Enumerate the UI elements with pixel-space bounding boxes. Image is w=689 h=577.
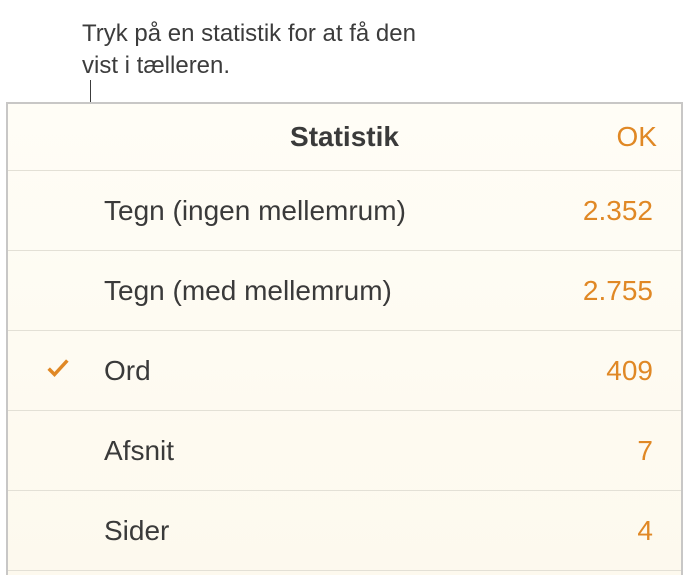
- stat-row-words[interactable]: Ord 409: [8, 331, 681, 411]
- panel-title: Statistik: [290, 121, 399, 153]
- stat-value: 4: [637, 515, 653, 547]
- stats-list: Tegn (ingen mellemrum) 2.352 Tegn (med m…: [8, 170, 681, 571]
- stat-label: Ord: [104, 355, 151, 387]
- stat-label: Tegn (med mellemrum): [104, 275, 392, 307]
- stat-value: 409: [606, 355, 653, 387]
- stat-value: 7: [637, 435, 653, 467]
- stat-label: Sider: [104, 515, 169, 547]
- stat-label: Tegn (ingen mellemrum): [104, 195, 406, 227]
- stat-row-pages[interactable]: Sider 4: [8, 491, 681, 571]
- ok-button[interactable]: OK: [617, 121, 657, 153]
- stat-value: 2.352: [583, 195, 653, 227]
- stat-label: Afsnit: [104, 435, 174, 467]
- panel-header: Statistik OK: [8, 104, 681, 170]
- stat-row-paragraphs[interactable]: Afsnit 7: [8, 411, 681, 491]
- statistics-panel: Statistik OK Tegn (ingen mellemrum) 2.35…: [6, 102, 683, 575]
- callout-text: Tryk på en statistik for at få den vist …: [82, 18, 422, 83]
- stat-value: 2.755: [583, 275, 653, 307]
- checkmark-icon: [44, 353, 72, 388]
- stat-row-chars-no-spaces[interactable]: Tegn (ingen mellemrum) 2.352: [8, 171, 681, 251]
- stat-row-chars-with-spaces[interactable]: Tegn (med mellemrum) 2.755: [8, 251, 681, 331]
